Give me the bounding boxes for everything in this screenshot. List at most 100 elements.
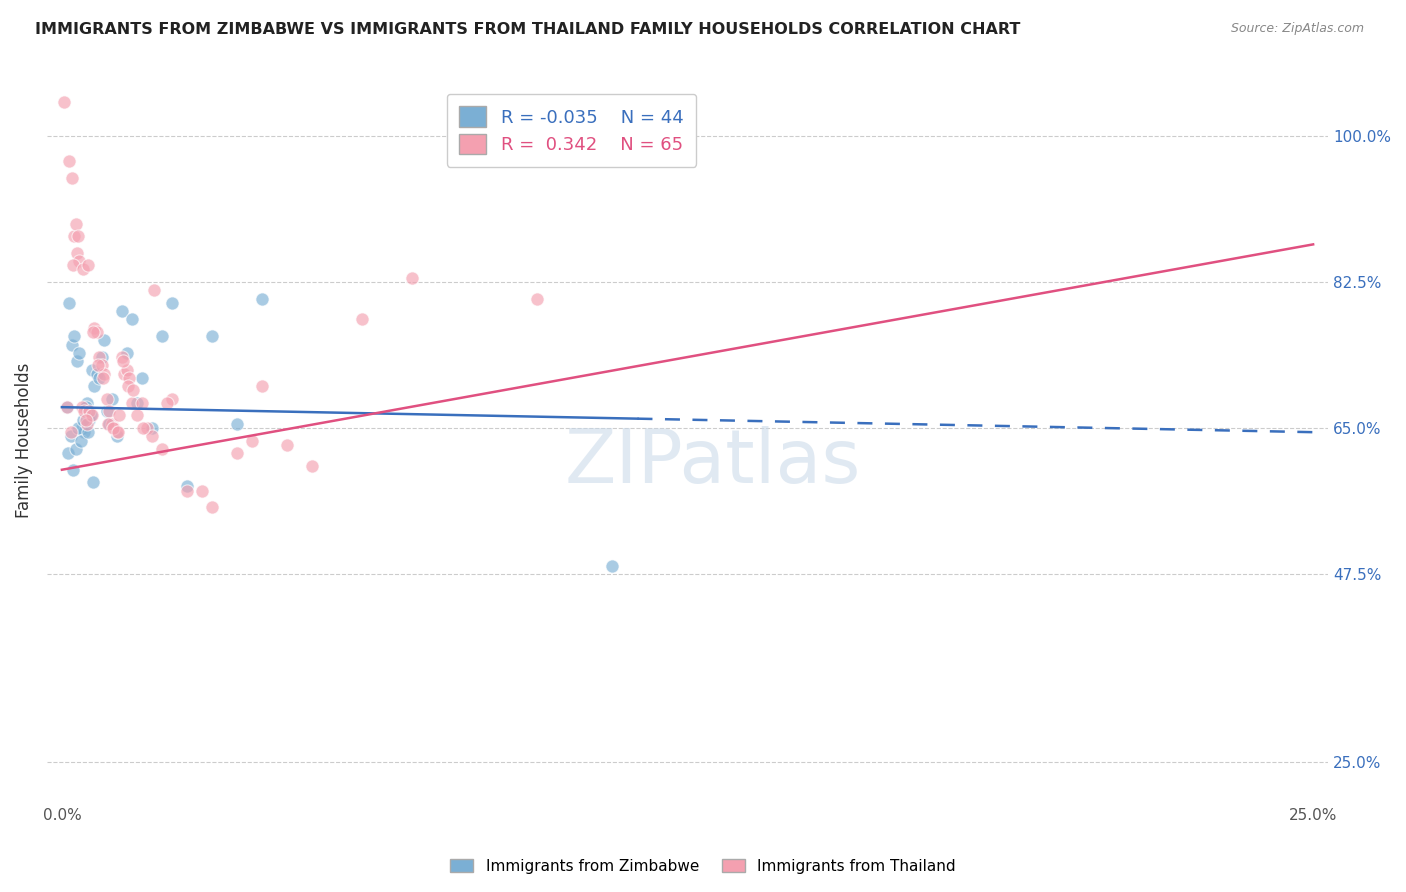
Point — [105, 425, 128, 440]
Point — [101, 417, 124, 431]
Point — [115, 346, 138, 360]
Text: Source: ZipAtlas.com: Source: ZipAtlas.com — [1230, 22, 1364, 36]
Point — [250, 379, 273, 393]
Point — [602, 558, 624, 573]
Point — [89, 371, 111, 385]
Point — [75, 400, 97, 414]
Point — [60, 170, 83, 185]
Point — [58, 295, 80, 310]
Point — [226, 417, 249, 431]
Point — [63, 329, 86, 343]
Point — [226, 446, 249, 460]
Point — [201, 500, 224, 515]
Point — [73, 425, 96, 440]
Point — [103, 421, 125, 435]
Point — [240, 434, 263, 448]
Point — [111, 354, 134, 368]
Point — [86, 325, 108, 339]
Point — [141, 429, 163, 443]
Point — [117, 379, 139, 393]
Point — [63, 229, 86, 244]
Point — [82, 325, 104, 339]
Point — [131, 371, 153, 385]
Point — [150, 329, 173, 343]
Point — [121, 396, 143, 410]
Point — [108, 409, 131, 423]
Point — [125, 409, 148, 423]
Point — [76, 396, 98, 410]
Point — [125, 396, 148, 410]
Point — [56, 400, 79, 414]
Point — [114, 367, 136, 381]
Point — [86, 367, 108, 381]
Point — [160, 392, 183, 406]
Point — [77, 425, 100, 440]
Point — [89, 350, 111, 364]
Point — [191, 483, 214, 498]
Point — [59, 425, 82, 440]
Legend: Immigrants from Zimbabwe, Immigrants from Thailand: Immigrants from Zimbabwe, Immigrants fro… — [444, 853, 962, 880]
Point — [176, 483, 198, 498]
Point — [70, 400, 93, 414]
Point — [53, 95, 76, 110]
Point — [276, 438, 298, 452]
Point — [96, 392, 118, 406]
Point — [141, 421, 163, 435]
Point — [101, 392, 124, 406]
Point — [70, 434, 93, 448]
Point — [136, 421, 159, 435]
Point — [67, 346, 90, 360]
Point — [98, 417, 121, 431]
Point — [66, 245, 89, 260]
Point — [72, 412, 94, 426]
Point — [72, 262, 94, 277]
Point — [65, 442, 87, 456]
Point — [62, 463, 84, 477]
Point — [80, 362, 103, 376]
Point — [160, 295, 183, 310]
Point — [83, 379, 105, 393]
Point — [107, 425, 129, 440]
Point — [70, 421, 93, 435]
Point — [66, 229, 89, 244]
Point — [77, 258, 100, 272]
Point — [80, 409, 103, 423]
Point — [66, 421, 89, 435]
Point — [121, 312, 143, 326]
Point — [101, 421, 124, 435]
Point — [91, 350, 114, 364]
Point — [96, 404, 118, 418]
Y-axis label: Family Households: Family Households — [15, 363, 32, 518]
Point — [143, 283, 166, 297]
Point — [87, 359, 110, 373]
Point — [352, 312, 374, 326]
Point — [76, 417, 98, 431]
Point — [301, 458, 323, 473]
Point — [97, 417, 120, 431]
Point — [122, 384, 145, 398]
Point — [62, 258, 84, 272]
Point — [79, 412, 101, 426]
Point — [118, 371, 141, 385]
Point — [59, 429, 82, 443]
Point — [56, 446, 79, 460]
Point — [80, 409, 103, 423]
Text: IMMIGRANTS FROM ZIMBABWE VS IMMIGRANTS FROM THAILAND FAMILY HOUSEHOLDS CORRELATI: IMMIGRANTS FROM ZIMBABWE VS IMMIGRANTS F… — [35, 22, 1021, 37]
Point — [201, 329, 224, 343]
Point — [526, 292, 548, 306]
Point — [58, 153, 80, 168]
Point — [132, 421, 155, 435]
Point — [156, 396, 179, 410]
Point — [93, 367, 115, 381]
Point — [91, 371, 114, 385]
Point — [401, 270, 423, 285]
Legend: R = -0.035    N = 44, R =  0.342    N = 65: R = -0.035 N = 44, R = 0.342 N = 65 — [447, 94, 696, 167]
Point — [176, 479, 198, 493]
Point — [67, 254, 90, 268]
Point — [73, 404, 96, 418]
Point — [131, 396, 153, 410]
Point — [83, 321, 105, 335]
Point — [82, 475, 104, 490]
Point — [98, 404, 121, 418]
Point — [150, 442, 173, 456]
